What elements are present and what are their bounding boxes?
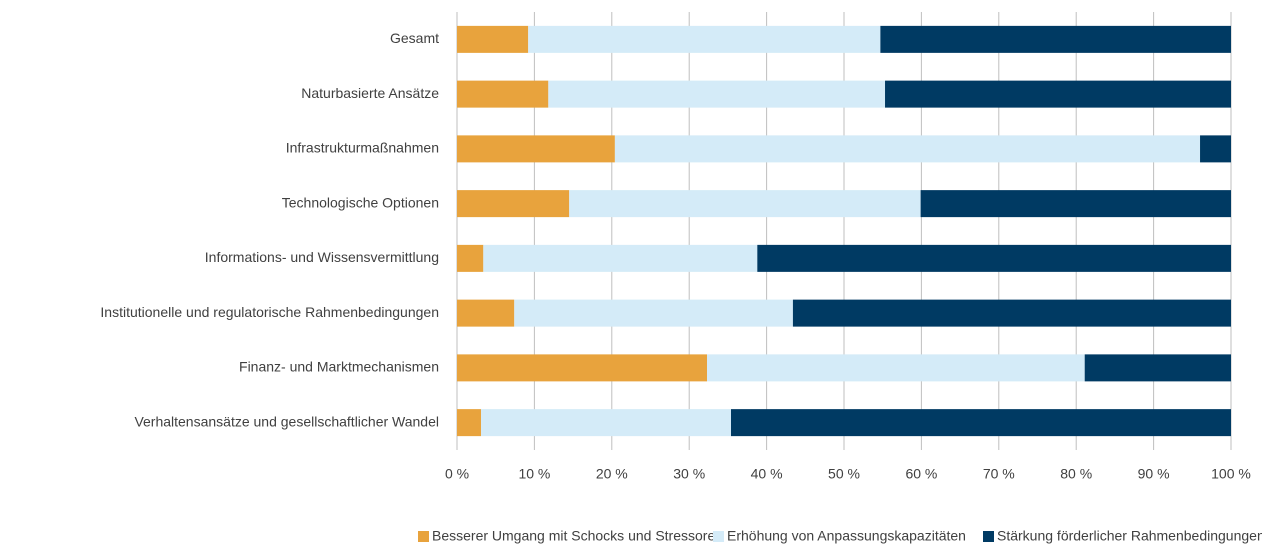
y-tick-label: Institutionelle und regulatorische Rahme…	[100, 304, 439, 320]
bar-segment	[1084, 354, 1231, 382]
bar-segment	[457, 299, 515, 327]
legend-label: Stärkung förderlicher Rahmenbedingungen	[997, 528, 1262, 544]
y-tick-label: Naturbasierte Ansätze	[301, 85, 439, 101]
bar-segment	[528, 25, 881, 53]
bar-segment	[457, 25, 529, 53]
bar-segment	[457, 244, 484, 272]
bar-segment	[1200, 135, 1231, 163]
x-tick-label: 60 %	[905, 466, 937, 482]
bar-segment	[614, 135, 1201, 163]
legend-swatch	[418, 531, 429, 542]
legend-swatch	[983, 531, 994, 542]
bar-segment	[548, 80, 886, 108]
bar-segment	[757, 244, 1231, 272]
bar-segment	[457, 409, 481, 437]
legend-swatch	[713, 531, 724, 542]
bar-segment	[480, 409, 731, 437]
bar-segment	[885, 80, 1231, 108]
x-tick-label: 50 %	[828, 466, 860, 482]
y-tick-label: Gesamt	[390, 30, 439, 46]
bar-segment	[457, 135, 615, 163]
bar-segment	[569, 190, 921, 218]
bar-segment	[457, 190, 570, 218]
bar-segment	[457, 80, 549, 108]
bar-segment	[880, 25, 1231, 53]
x-tick-label: 20 %	[596, 466, 628, 482]
bar-segment	[483, 244, 758, 272]
bar-segment	[457, 354, 708, 382]
legend-label: Besserer Umgang mit Schocks und Stressor…	[432, 528, 723, 544]
y-tick-label: Infrastrukturmaßnahmen	[286, 140, 439, 156]
x-tick-label: 80 %	[1060, 466, 1092, 482]
y-tick-label: Finanz- und Marktmechanismen	[239, 359, 439, 375]
bar-segment	[920, 190, 1231, 218]
bar-segment	[514, 299, 793, 327]
x-tick-label: 100 %	[1211, 466, 1251, 482]
bar-segment	[730, 409, 1231, 437]
legend-label: Erhöhung von Anpassungskapazitäten	[727, 528, 966, 544]
bar-segment	[707, 354, 1085, 382]
x-tick-label: 70 %	[983, 466, 1015, 482]
x-tick-label: 30 %	[673, 466, 705, 482]
y-tick-label: Technologische Optionen	[282, 194, 439, 210]
x-tick-label: 90 %	[1138, 466, 1170, 482]
y-tick-label: Verhaltensansätze und gesellschaftlicher…	[134, 413, 439, 429]
x-tick-label: 0 %	[445, 466, 469, 482]
x-tick-label: 10 %	[518, 466, 550, 482]
bar-segment	[792, 299, 1231, 327]
x-tick-label: 40 %	[751, 466, 783, 482]
y-tick-label: Informations- und Wissensvermittlung	[205, 249, 439, 265]
